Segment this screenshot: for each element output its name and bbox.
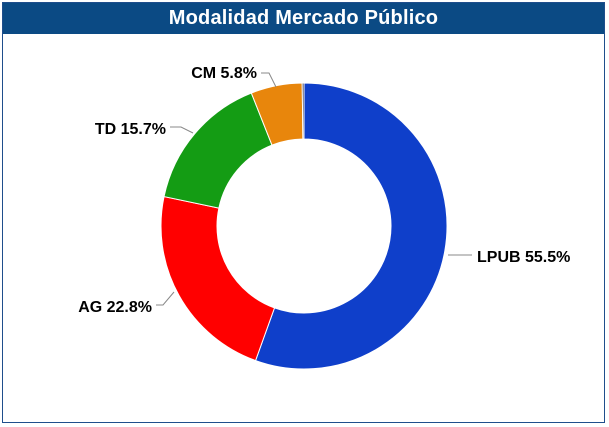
data-label-td: TD 15.7% — [95, 121, 166, 138]
slice-other-4[interactable] — [301, 82, 305, 140]
data-label-ag: AG 22.8% — [78, 299, 152, 316]
slice-lpub[interactable] — [254, 82, 448, 370]
data-label-lpub: LPUB 55.5% — [477, 249, 570, 266]
slice-ag[interactable] — [160, 195, 276, 362]
leader-line-cm — [261, 72, 277, 88]
slice-td[interactable] — [163, 92, 273, 209]
chart-title: Modalidad Mercado Público — [3, 3, 604, 34]
data-label-cm: CM 5.8% — [191, 65, 257, 82]
leader-line-td — [170, 126, 194, 134]
leader-line-ag — [156, 291, 175, 306]
